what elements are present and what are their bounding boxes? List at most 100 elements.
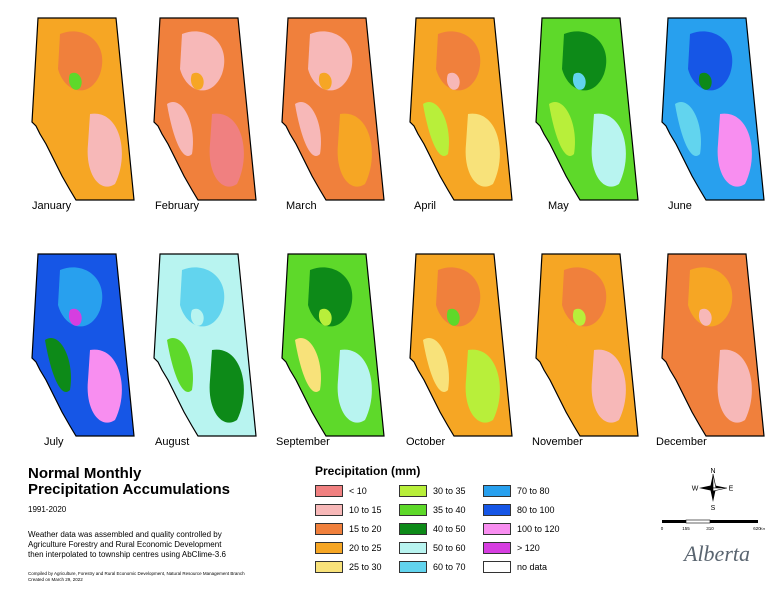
legend-item: 50 to 60	[399, 541, 466, 555]
month-label: August	[155, 436, 190, 448]
province-outline	[281, 17, 385, 201]
legend-label: 60 to 70	[433, 562, 466, 572]
province-outline	[409, 17, 513, 201]
legend-item: 15 to 20	[315, 522, 382, 536]
map-september: September	[276, 250, 392, 450]
scale-tick: 620	[753, 526, 761, 531]
precip-zone	[180, 267, 225, 327]
precip-zone	[688, 31, 733, 91]
compass-icon: N S E W	[692, 468, 734, 512]
precip-zone	[58, 31, 103, 91]
credits: Compiled by Agriculture, Forestry and Ru…	[28, 571, 288, 583]
legend-label: 40 to 50	[433, 524, 466, 534]
scale-tick: 155	[682, 526, 690, 531]
month-label: March	[286, 200, 317, 212]
legend-swatch	[483, 504, 511, 516]
description-line: then interpolated to township centres us…	[28, 550, 226, 559]
north-arrow: N S E W	[690, 465, 736, 512]
scale-bar: 0 155 310 620 Km	[660, 518, 767, 534]
legend-swatch	[399, 485, 427, 497]
map-october: October	[406, 250, 520, 450]
precip-zone	[717, 113, 752, 187]
province-outline	[661, 253, 765, 437]
month-label: November	[532, 436, 583, 448]
scale-tick: 0	[661, 526, 664, 531]
precip-zone	[58, 267, 103, 327]
month-label: April	[414, 200, 437, 212]
legend-swatch	[315, 561, 343, 573]
precip-zone	[549, 338, 575, 392]
legend-swatch	[483, 485, 511, 497]
month-label: October	[406, 436, 446, 448]
precip-zone	[591, 349, 626, 423]
legend-item: 100 to 120	[483, 522, 560, 536]
precip-zone	[167, 102, 193, 156]
legend-item: 40 to 50	[399, 522, 466, 536]
legend-swatch	[483, 561, 511, 573]
precip-zone	[698, 72, 712, 90]
legend-item: 70 to 80	[483, 484, 550, 498]
legend-item: 10 to 15	[315, 503, 382, 517]
legend-label: 30 to 35	[433, 486, 466, 496]
map-july: July	[30, 250, 142, 450]
province-outline	[281, 253, 385, 437]
map-june: June	[660, 14, 772, 214]
legend-label: 50 to 60	[433, 543, 466, 553]
legend-label: no data	[517, 562, 548, 572]
precip-zone	[436, 31, 481, 91]
province-outline	[409, 253, 513, 437]
precip-zone	[446, 308, 460, 326]
scale-tick: 310	[706, 526, 714, 531]
description-line: Agriculture Forestry and Rural Economic …	[28, 540, 222, 549]
legend-swatch	[399, 523, 427, 535]
legend-item: 60 to 70	[399, 560, 466, 574]
precip-zone	[209, 113, 244, 187]
province-outline	[661, 17, 765, 201]
legend-label: 20 to 25	[349, 543, 382, 553]
map-january: January	[30, 14, 142, 214]
province-outline	[535, 17, 639, 201]
precip-zone	[68, 308, 82, 326]
precip-zone	[675, 338, 701, 392]
month-label: June	[668, 200, 692, 212]
credits-line: Compiled by Agriculture, Forestry and Ru…	[28, 571, 245, 576]
precip-zone	[45, 102, 71, 156]
description-line: Weather data was assembled and quality c…	[28, 530, 222, 539]
precip-zone	[295, 102, 321, 156]
precip-zone	[436, 267, 481, 327]
map-title: Normal Monthly Precipitation Accumulatio…	[28, 466, 278, 498]
title-line-2: Precipitation Accumulations	[28, 481, 230, 498]
precip-zone	[465, 349, 500, 423]
legend-item: 80 to 100	[483, 503, 555, 517]
precip-zone	[87, 113, 122, 187]
legend-swatch	[399, 504, 427, 516]
precip-zone	[318, 308, 332, 326]
legend-label: 35 to 40	[433, 505, 466, 515]
legend-label: 100 to 120	[517, 524, 560, 534]
precip-zone	[190, 308, 204, 326]
province-outline	[153, 17, 257, 201]
precip-zone	[68, 72, 82, 90]
precip-zone	[591, 113, 626, 187]
legend-item: > 120	[483, 541, 540, 555]
precip-zone	[562, 31, 607, 91]
precip-zone	[549, 102, 575, 156]
legend-label: 80 to 100	[517, 505, 555, 515]
legend-item: 35 to 40	[399, 503, 466, 517]
map-march: March	[280, 14, 392, 214]
province-outline	[535, 253, 639, 437]
compass-n: N	[710, 468, 715, 475]
compass-e: E	[729, 486, 734, 493]
province-outline	[153, 253, 257, 437]
legend-swatch	[315, 504, 343, 516]
precip-zone	[688, 267, 733, 327]
credits-line: Created on March 29, 2022	[28, 577, 83, 582]
precip-zone	[45, 338, 71, 392]
month-label: February	[155, 200, 200, 212]
legend-title: Precipitation (mm)	[315, 464, 421, 478]
legend-swatch	[399, 542, 427, 554]
precip-zone	[675, 102, 701, 156]
legend-swatch	[483, 542, 511, 554]
precip-zone	[446, 72, 460, 90]
legend-item: 20 to 25	[315, 541, 382, 555]
